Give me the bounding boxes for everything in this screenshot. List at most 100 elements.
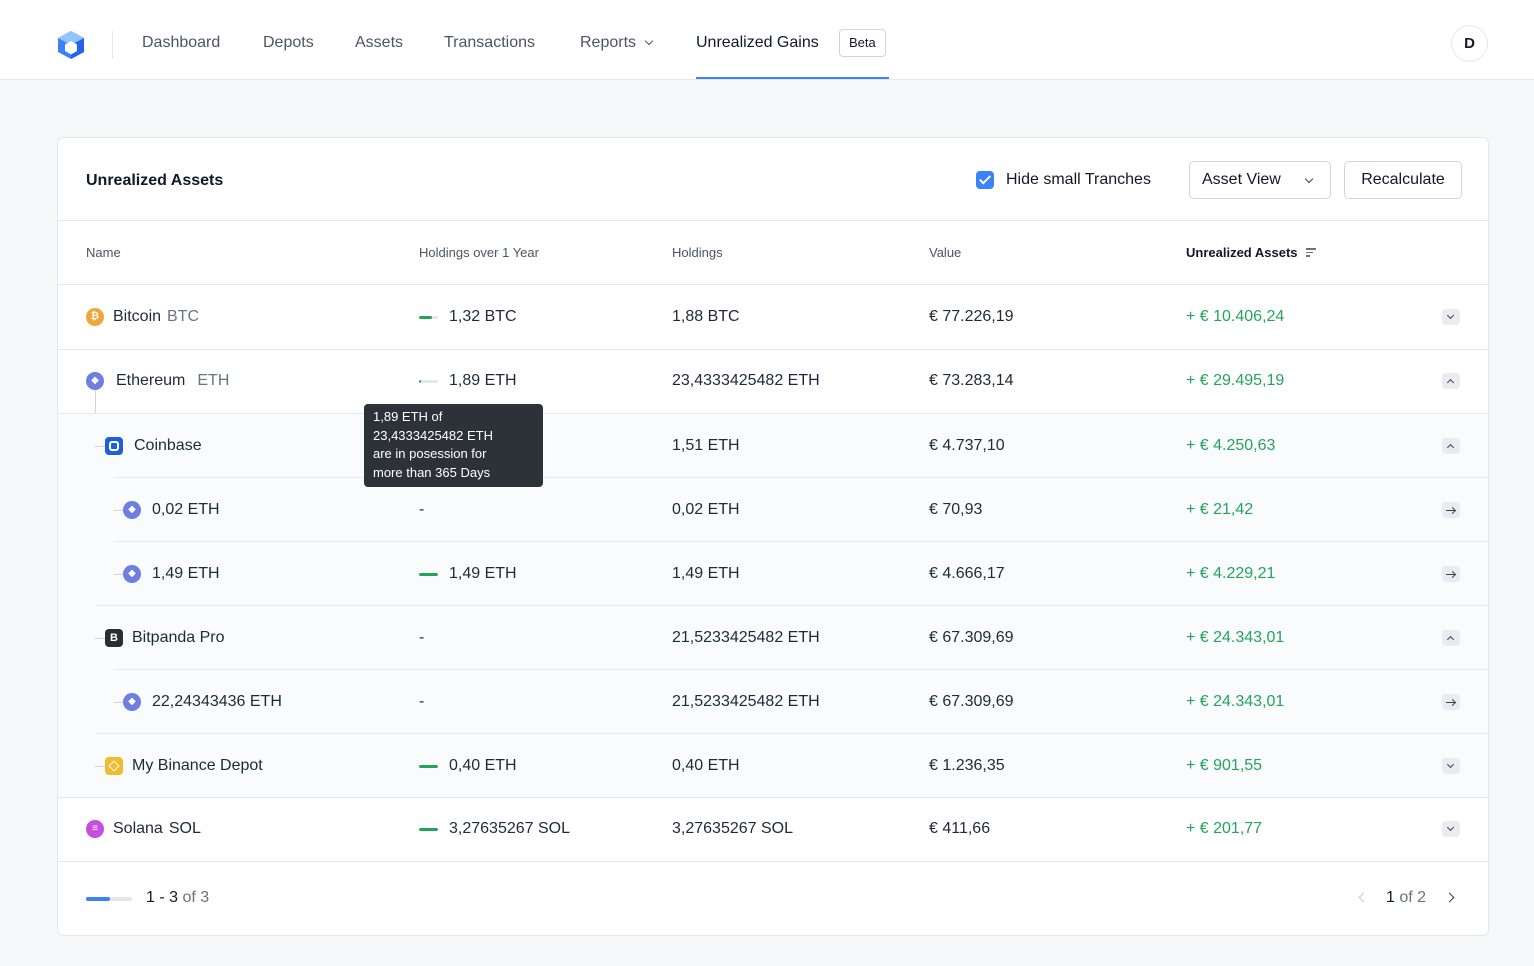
- column-header-holdings-over-year[interactable]: Holdings over 1 Year: [419, 245, 539, 260]
- holdings: 0,02 ETH: [672, 501, 740, 518]
- divider: [114, 541, 1488, 542]
- table-row[interactable]: My Binance Depot 0,40 ETH 0,40 ETH € 1.2…: [58, 734, 1488, 798]
- table-row[interactable]: ₿ Bitcoin BTC 1,32 BTC 1,88 BTC € 77.226,…: [58, 285, 1488, 349]
- total-pages: of 2: [1399, 889, 1427, 906]
- unrealized-gain: + € 24.343,01: [1186, 629, 1285, 646]
- column-header-value[interactable]: Value: [929, 245, 962, 260]
- table-row[interactable]: ◆ 0,02 ETH - 0,02 ETH € 70,93 + € 21,42: [58, 478, 1488, 542]
- sort-icon[interactable]: [1305, 248, 1316, 257]
- divider: [58, 220, 1488, 221]
- holdings: 21,5233425482 ETH: [672, 629, 820, 646]
- divider: [95, 605, 1488, 606]
- holdings-over-year: -: [419, 693, 425, 710]
- value: € 67.309,69: [929, 693, 1014, 710]
- asset-view-select[interactable]: Asset View: [1189, 161, 1331, 199]
- progress-fill: [419, 573, 438, 576]
- unrealized-gain: + € 24.343,01: [1186, 693, 1285, 710]
- unrealized-gain: + € 4.250,63: [1186, 437, 1276, 454]
- tooltip-line: more than 365 Days: [373, 464, 491, 480]
- holdings-over-year: 3,27635267 SOL: [449, 820, 570, 837]
- holdings-progress-bar: [419, 316, 438, 319]
- holdings: 1,51 ETH: [672, 437, 740, 454]
- column-header-holdings[interactable]: Holdings: [672, 245, 723, 260]
- holdings-progress-bar[interactable]: [419, 380, 438, 383]
- holdings: 1,88 BTC: [672, 308, 740, 325]
- page-indicator: 1 of 2: [1386, 889, 1426, 907]
- asset-ticker: SOL: [168, 820, 201, 837]
- expand-button[interactable]: [1442, 309, 1460, 325]
- arrow-right-icon[interactable]: [1442, 566, 1460, 582]
- holdings-progress-bar: [419, 828, 438, 831]
- progress-fill: [419, 828, 438, 831]
- previous-page-icon[interactable]: [1358, 892, 1369, 903]
- divider: [114, 477, 1488, 478]
- next-page-icon[interactable]: [1444, 892, 1455, 903]
- nav-unrealized-gains[interactable]: Unrealized Gains: [696, 34, 819, 51]
- hide-small-tranches-checkbox[interactable]: [976, 171, 994, 189]
- beta-badge: Beta: [839, 29, 886, 57]
- collapse-button[interactable]: [1442, 373, 1460, 389]
- table-row[interactable]: ◆ Ethereum ETH 1,89 ETH 23,4333425482 ETH…: [58, 349, 1488, 413]
- asset-name: Ethereum: [116, 372, 186, 389]
- app-logo-icon[interactable]: [57, 30, 85, 60]
- holdings: 0,40 ETH: [672, 757, 740, 774]
- column-header-unrealized-assets[interactable]: Unrealized Assets: [1186, 245, 1316, 260]
- ethereum-icon: ◆: [123, 501, 141, 519]
- table-row[interactable]: Coinbase 1,51 ETH € 4.737,10 + € 4.250,6…: [58, 414, 1488, 478]
- table-row[interactable]: ◆ 22,24343436 ETH - 21,5233425482 ETH € …: [58, 670, 1488, 734]
- arrow-right-icon[interactable]: [1442, 502, 1460, 518]
- collapse-button[interactable]: [1442, 438, 1460, 454]
- holdings-over-year: 1,49 ETH: [449, 565, 517, 582]
- user-avatar[interactable]: D: [1451, 25, 1488, 62]
- value: € 73.283,14: [929, 372, 1014, 389]
- tree-connector: [114, 702, 124, 703]
- progress-fill: [86, 897, 110, 901]
- coinbase-icon: [105, 437, 123, 455]
- ethereum-icon: ◆: [123, 565, 141, 583]
- unrealized-assets-card: Unrealized Assets Hide small Tranches As…: [57, 137, 1489, 936]
- tree-connector: [95, 638, 105, 639]
- nav-reports-label: Reports: [580, 34, 637, 51]
- holdings: 23,4333425482 ETH: [672, 372, 820, 389]
- progress-fill: [419, 316, 433, 319]
- table-row[interactable]: B Bitpanda Pro - 21,5233425482 ETH € 67.…: [58, 606, 1488, 670]
- top-navigation: Dashboard Depots Assets Transactions Rep…: [0, 0, 1534, 80]
- nav-dashboard[interactable]: Dashboard: [142, 34, 221, 51]
- card-title: Unrealized Assets: [86, 172, 224, 189]
- depot-name: Coinbase: [134, 437, 202, 454]
- current-page: 1: [1386, 889, 1395, 906]
- column-header-name[interactable]: Name: [86, 245, 121, 260]
- solana-icon: ≡: [86, 820, 104, 838]
- asset-view-value: Asset View: [1202, 171, 1281, 188]
- tranche-name: 1,49 ETH: [152, 565, 220, 582]
- nav-assets[interactable]: Assets: [355, 34, 404, 51]
- divider: [58, 413, 1488, 414]
- tranche-name: 0,02 ETH: [152, 501, 220, 518]
- recalculate-button[interactable]: Recalculate: [1344, 161, 1462, 199]
- tree-connector: [95, 446, 105, 447]
- nav-reports[interactable]: Reports: [580, 33, 654, 53]
- progress-fill: [419, 765, 438, 768]
- results-range: 1 - 3: [146, 889, 179, 906]
- arrow-right-icon[interactable]: [1442, 694, 1460, 710]
- unrealized-gain: + € 21,42: [1186, 501, 1254, 518]
- table-row[interactable]: ◆ 1,49 ETH 1,49 ETH 1,49 ETH € 4.666,17 …: [58, 542, 1488, 606]
- holdings-over-year: -: [419, 501, 425, 518]
- asset-name: Bitcoin: [113, 308, 162, 325]
- table-row[interactable]: ≡ Solana SOL 3,27635267 SOL 3,27635267 SO…: [58, 797, 1488, 861]
- value: € 67.309,69: [929, 629, 1014, 646]
- ethereum-icon: ◆: [123, 693, 141, 711]
- collapse-button[interactable]: [1442, 630, 1460, 646]
- chevron-down-icon: [1304, 174, 1314, 184]
- expand-button[interactable]: [1442, 821, 1460, 837]
- divider: [58, 861, 1488, 862]
- asset-name: Solana: [113, 820, 163, 837]
- chevron-down-icon: [644, 36, 654, 46]
- expand-button[interactable]: [1442, 758, 1460, 774]
- bitcoin-icon: ₿: [86, 308, 104, 326]
- hide-small-tranches-label[interactable]: Hide small Tranches: [1006, 171, 1151, 188]
- depot-name: Bitpanda Pro: [132, 629, 225, 646]
- nav-depots[interactable]: Depots: [263, 34, 314, 51]
- tranche-name: 22,24343436 ETH: [152, 693, 282, 710]
- nav-transactions[interactable]: Transactions: [444, 34, 535, 51]
